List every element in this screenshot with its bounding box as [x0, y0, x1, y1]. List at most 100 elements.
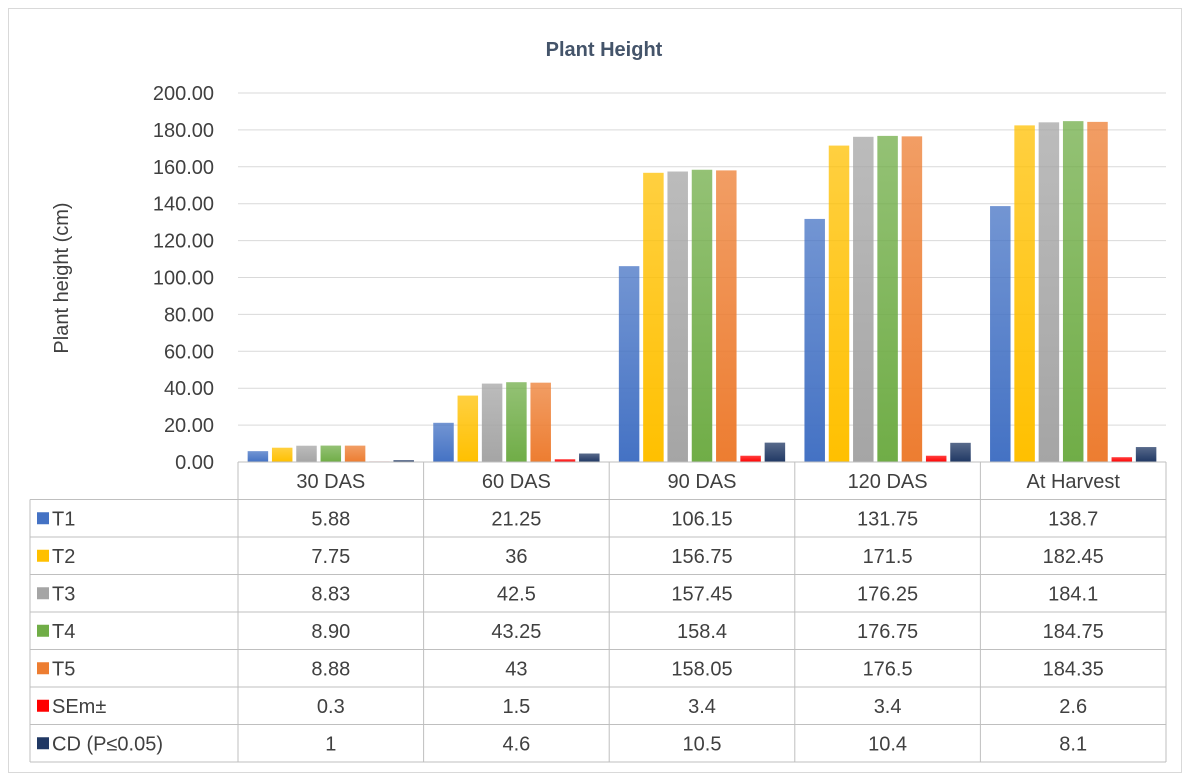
y-tick-label: 200.00	[153, 83, 214, 105]
y-tick-label: 20.00	[164, 415, 214, 437]
table-cell: 3.4	[688, 696, 716, 718]
bar-t3-90-das	[667, 171, 688, 462]
table-cell: 3.4	[874, 696, 902, 718]
table-cell: 8.90	[311, 621, 350, 643]
bar-t2-60-das	[457, 395, 479, 462]
bar-cd-p-0-05-120-das	[950, 442, 971, 462]
table-cell: 7.75	[311, 546, 350, 568]
bar-cd-p-0-05-at-harvest	[1135, 447, 1157, 462]
category-label-at-harvest: At Harvest	[1027, 471, 1121, 493]
table-cell: 0.3	[317, 696, 345, 718]
bar-sem-at-harvest	[1111, 457, 1133, 462]
y-tick-label: 120.00	[153, 231, 214, 253]
table-cell: 156.75	[671, 546, 732, 568]
legend-key-t2	[37, 549, 49, 562]
legend-label-sem: SEm±	[52, 696, 106, 718]
table-cell: 43	[505, 658, 527, 680]
table-cell: 8.83	[311, 583, 350, 605]
bar-t3-30-das	[296, 445, 317, 462]
bar-t4-120-das	[877, 135, 898, 463]
table-cell: 106.15	[671, 508, 732, 530]
bar-t5-90-das	[716, 170, 737, 462]
table-cell: 158.05	[671, 658, 732, 680]
bar-t4-at-harvest	[1062, 121, 1084, 462]
bar-t3-at-harvest	[1038, 122, 1060, 462]
legend-key-t5	[37, 662, 49, 675]
legend-key-t1	[37, 512, 49, 525]
table-cell: 184.35	[1043, 658, 1104, 680]
table-cell: 21.25	[491, 508, 541, 530]
category-label-30-das: 30 DAS	[296, 471, 365, 493]
chart-frame	[8, 8, 1182, 773]
bar-t5-at-harvest	[1087, 121, 1108, 462]
bar-t4-90-das	[691, 169, 713, 462]
table-cell: 176.25	[857, 583, 918, 605]
y-tick-label: 0.00	[175, 452, 214, 474]
table-cell: 157.45	[671, 583, 732, 605]
y-tick-label: 180.00	[153, 120, 214, 142]
table-cell: 182.45	[1043, 546, 1104, 568]
category-label-90-das: 90 DAS	[668, 471, 737, 493]
bar-t5-30-das	[344, 445, 366, 462]
table-cell: 184.1	[1048, 583, 1098, 605]
bar-t3-60-das	[481, 383, 503, 462]
bar-cd-p-0-05-30-das	[393, 460, 414, 462]
bar-t1-60-das	[433, 422, 454, 462]
table-cell: 36	[505, 546, 527, 568]
table-cell: 8.88	[311, 658, 350, 680]
y-tick-label: 140.00	[153, 194, 214, 216]
table-cell: 10.5	[683, 733, 722, 755]
bar-sem-120-das	[925, 455, 947, 462]
bar-t1-90-das	[618, 266, 640, 462]
table-cell: 5.88	[311, 508, 350, 530]
table-cell: 131.75	[857, 508, 918, 530]
category-label-120-das: 120 DAS	[848, 471, 928, 493]
bar-sem-90-das	[740, 455, 761, 462]
y-tick-label: 40.00	[164, 378, 214, 400]
bar-t2-90-das	[643, 172, 664, 462]
y-tick-label: 80.00	[164, 304, 214, 326]
table-cell: 158.4	[677, 621, 727, 643]
bar-t2-120-das	[828, 145, 850, 462]
legend-key-cd-p-0-05	[37, 737, 49, 750]
legend-label-t5: T5	[52, 658, 75, 680]
table-cell: 176.75	[857, 621, 918, 643]
chart-title: Plant Height	[546, 39, 663, 61]
table-cell: 8.1	[1059, 733, 1087, 755]
y-axis-label: Plant height (cm)	[51, 202, 73, 353]
legend-label-t2: T2	[52, 546, 75, 568]
table-cell: 184.75	[1043, 621, 1104, 643]
table-cell: 4.6	[502, 733, 530, 755]
bar-t2-30-das	[271, 447, 293, 462]
table-cell: 171.5	[863, 546, 913, 568]
table-cell: 138.7	[1048, 508, 1098, 530]
bar-cd-p-0-05-90-das	[764, 442, 786, 462]
bar-t5-60-das	[530, 382, 551, 462]
table-cell: 2.6	[1059, 696, 1087, 718]
legend-key-t3	[37, 587, 49, 600]
bar-t4-30-das	[320, 445, 342, 462]
bar-t5-120-das	[901, 136, 923, 463]
bar-t3-120-das	[853, 136, 874, 462]
legend-label-cd-p-0-05: CD (P≤0.05)	[52, 733, 163, 755]
legend-key-sem	[37, 699, 49, 712]
legend-label-t4: T4	[52, 621, 75, 643]
bar-t1-120-das	[804, 218, 825, 462]
table-cell: 42.5	[497, 583, 536, 605]
legend-key-t4	[37, 624, 49, 637]
bar-t4-60-das	[506, 382, 527, 462]
table-cell: 10.4	[868, 733, 907, 755]
bar-t2-at-harvest	[1014, 125, 1035, 462]
bar-cd-p-0-05-60-das	[579, 453, 600, 462]
data-table: 30 DAS 60 DAS 90 DAS 120 DAS At Harvest T1 5.8…	[29, 461, 1167, 763]
bar-t1-30-das	[247, 451, 269, 462]
y-tick-label: 100.00	[153, 268, 214, 290]
category-label-60-das: 60 DAS	[482, 471, 551, 493]
legend-label-t1: T1	[52, 508, 75, 530]
table-cell: 1.5	[502, 696, 530, 718]
legend-label-t3: T3	[52, 583, 75, 605]
table-cell: 176.5	[863, 658, 913, 680]
bars	[247, 121, 1157, 463]
y-tick-label: 60.00	[164, 341, 214, 363]
